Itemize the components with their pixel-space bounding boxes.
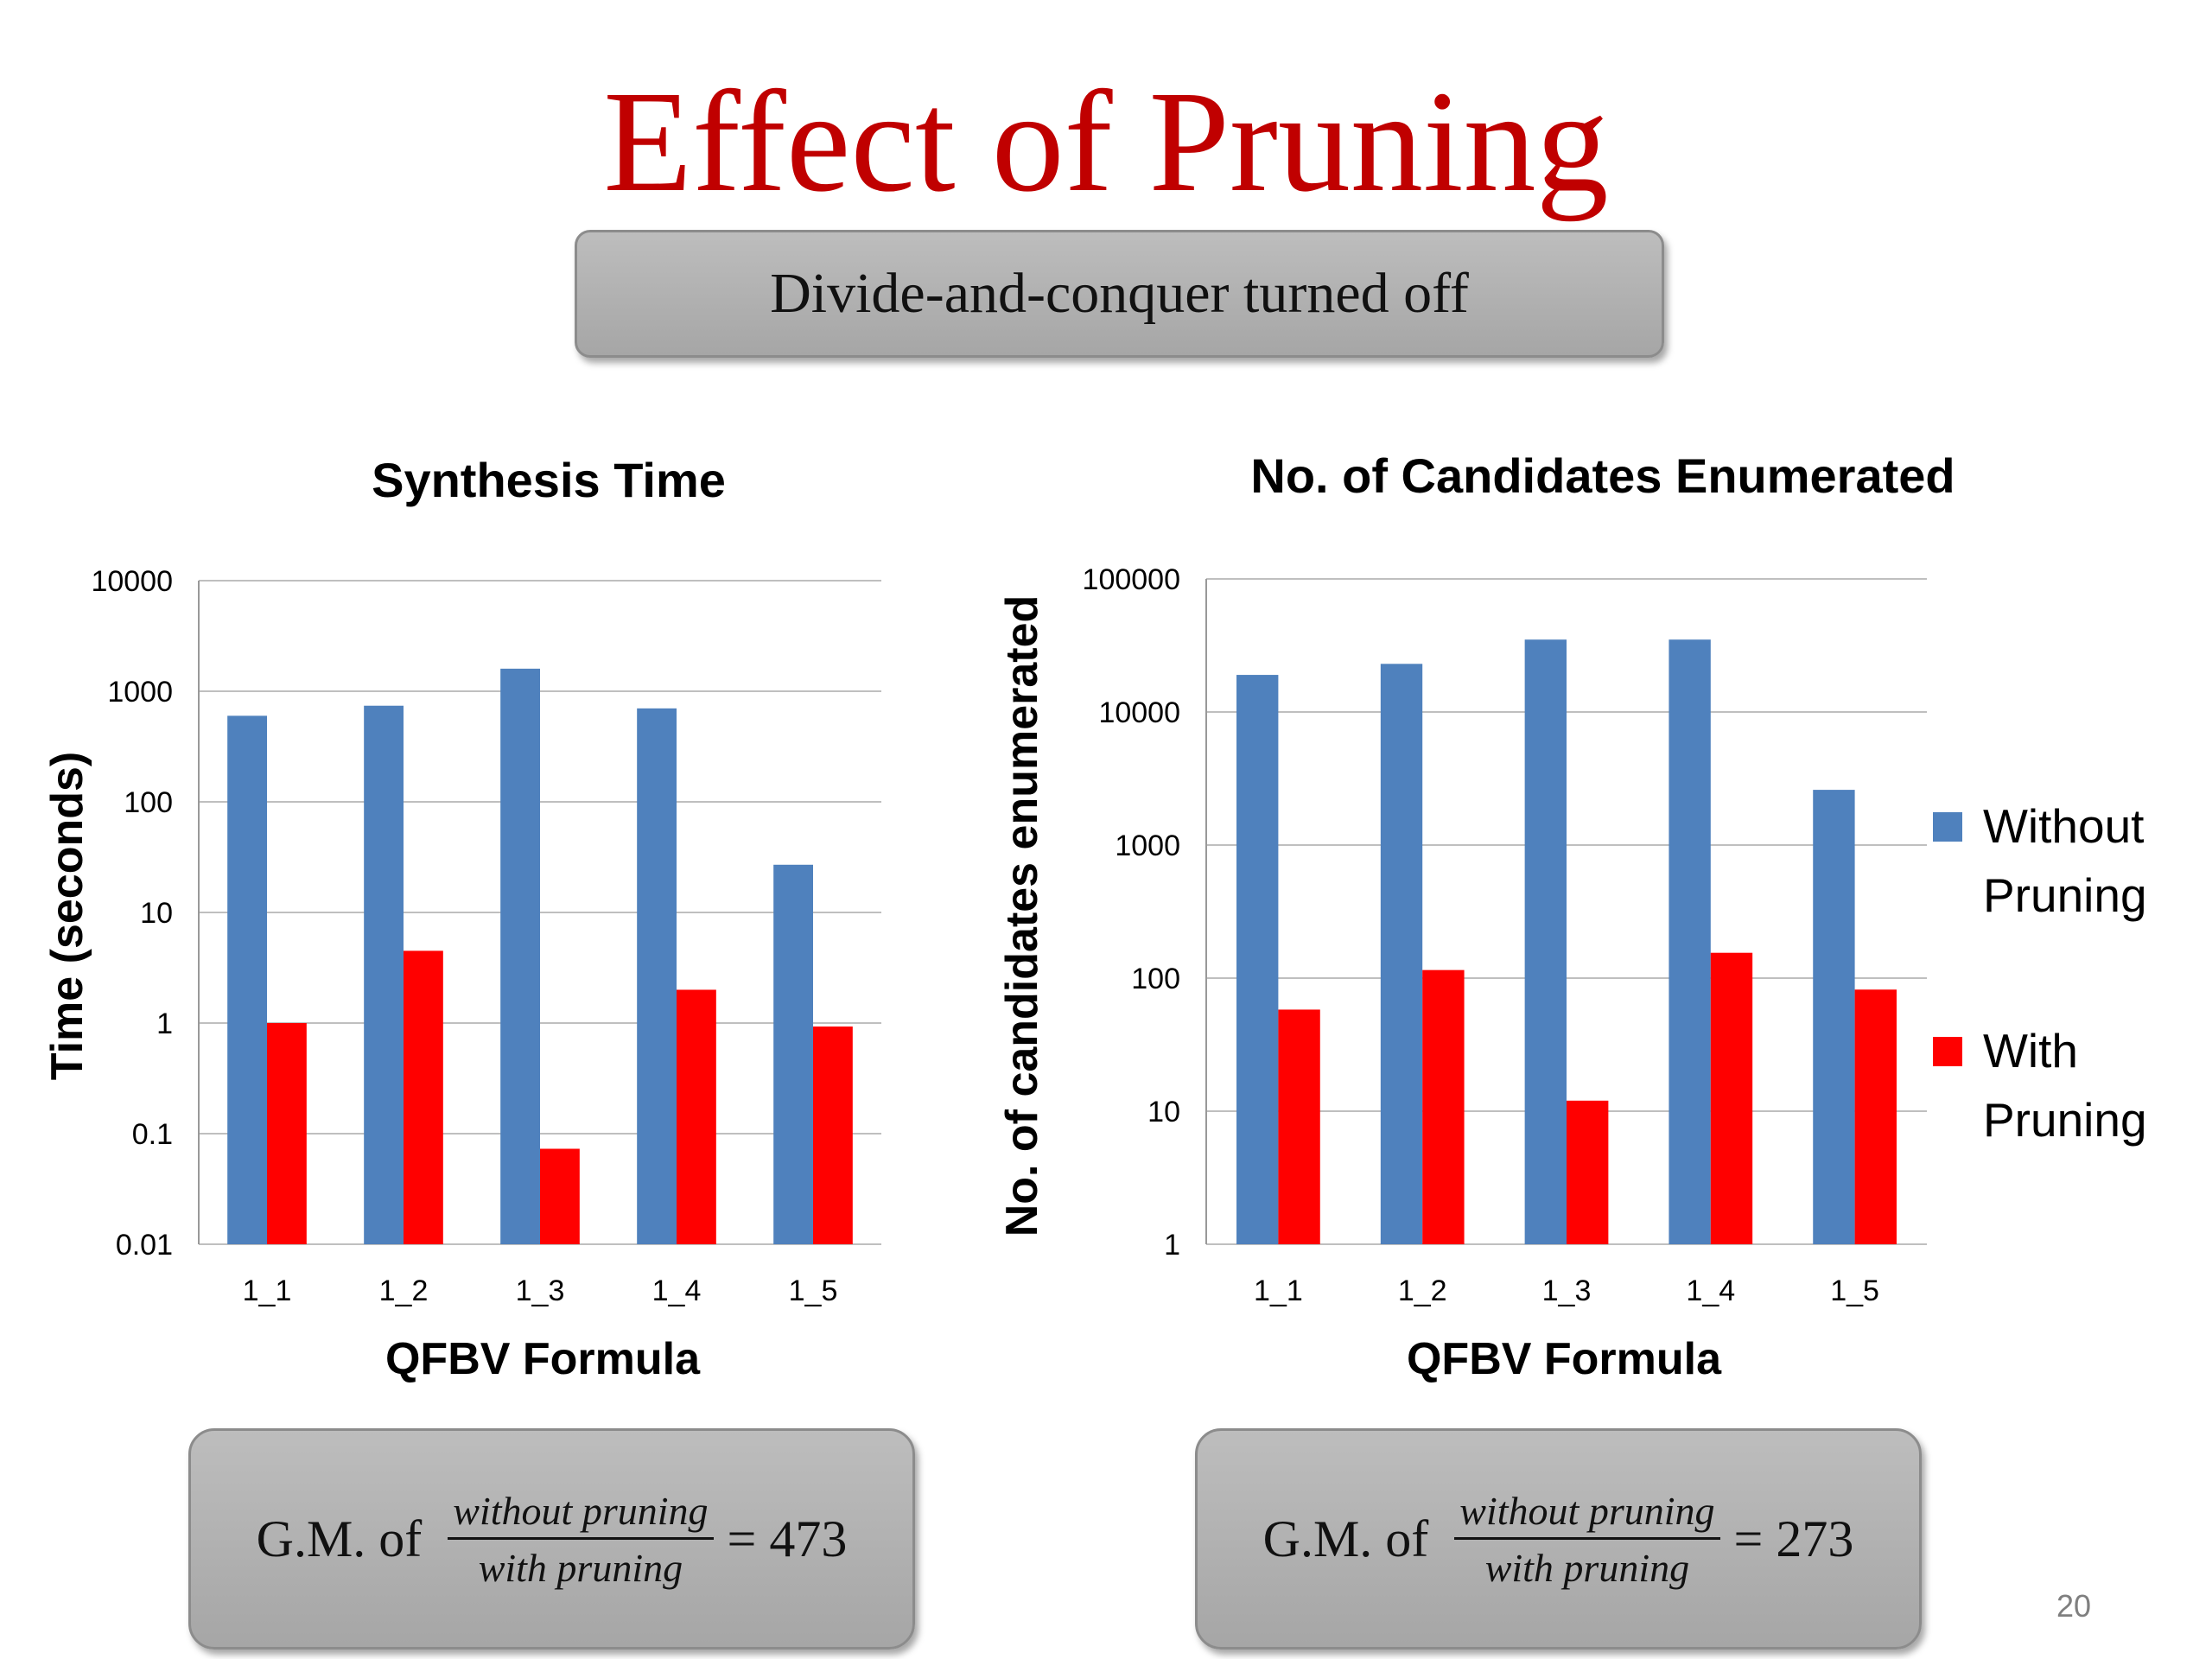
legend-swatch-without [1933,812,1962,842]
y-tick-label: 1 [1164,1229,1180,1262]
x-tick-label: 1_5 [1830,1274,1879,1307]
x-tick-label: 1_1 [243,1274,292,1307]
x-tick-label: 1_4 [652,1274,702,1307]
bar-with-pruning-1_5 [813,1027,853,1244]
bar-with-pruning-1_4 [677,989,716,1244]
y-tick-label: 0.1 [132,1118,173,1151]
y-tick-labels: 0.01 0.1 1 10 100 1000 10000 [91,565,173,1262]
bar-without-pruning-1_4 [1669,639,1711,1244]
y-tick-labels: 1 10 100 1000 10000 100000 [1083,563,1180,1262]
x-axis-title: QFBV Formula [385,1334,701,1384]
page-number: 20 [2056,1588,2092,1624]
subtitle-text: Divide-and-conquer turned off [770,262,1469,325]
bar-with-pruning-1_3 [1567,1100,1609,1244]
bar-with-pruning-1_2 [404,950,443,1244]
gm-fraction: without pruning with pruning [1454,1488,1720,1591]
x-tick-label: 1_3 [1542,1274,1592,1307]
legend-swatch-with [1933,1037,1962,1066]
legend: Without Pruning With Pruning [1933,799,2147,1147]
y-tick-label: 100 [124,786,173,819]
gm-result: = 473 [727,1510,848,1567]
y-tick-label: 100000 [1083,563,1180,596]
y-tick-label: 10 [140,897,173,930]
bar-without-pruning-1_2 [364,705,404,1244]
legend-label-without-line2: Pruning [1983,868,2147,922]
bar-with-pruning-1_2 [1422,969,1465,1244]
gm-prefix: G.M. of [1262,1510,1429,1567]
bar-with-pruning-1_5 [1854,989,1897,1244]
y-tick-label: 1000 [1115,830,1180,862]
legend-label-with-line1: With [1983,1024,2078,1077]
x-tick-label: 1_2 [379,1274,429,1307]
bar-without-pruning-1_4 [637,708,677,1244]
y-axis-title: Time (seconds) [42,752,92,1080]
y-axis-title: No. of candidates enumerated [997,595,1047,1237]
x-tick-labels: 1_1 1_2 1_3 1_4 1_5 [243,1274,838,1307]
gm-denominator: with pruning [1484,1545,1690,1590]
y-tick-label: 10000 [1098,696,1180,729]
y-tick-label: 10000 [91,565,173,598]
bars [1236,639,1897,1244]
subtitle-box: Divide-and-conquer turned off [575,230,1664,358]
x-tick-label: 1_3 [516,1274,565,1307]
chart-title: Synthesis Time [372,453,726,507]
bar-without-pruning-1_1 [227,715,267,1244]
candidates-chart: No. of Candidates Enumerated No. of cand… [997,448,2147,1384]
y-tick-label: 100 [1131,963,1180,995]
bar-with-pruning-1_1 [267,1023,307,1244]
x-tick-label: 1_1 [1254,1274,1303,1307]
slide-title: Effect of Pruning [603,61,1609,222]
chart-title: No. of Candidates Enumerated [1250,448,1955,503]
gm-box-candidates: G.M. of without pruning with pruning = 2… [1195,1428,1922,1649]
x-tick-label: 1_2 [1398,1274,1447,1307]
synthesis-time-chart: Synthesis Time Time (seconds) QFBV Formu… [42,453,881,1384]
x-axis-title: QFBV Formula [1407,1334,1722,1384]
y-tick-label: 1 [156,1007,173,1040]
x-tick-label: 1_5 [789,1274,838,1307]
y-tick-label: 1000 [107,676,173,709]
gm-denominator: with pruning [478,1545,683,1590]
gm-numerator: without pruning [448,1488,714,1540]
gm-numerator: without pruning [1454,1488,1720,1540]
y-tick-label: 0.01 [116,1229,173,1262]
bar-with-pruning-1_4 [1710,952,1753,1244]
legend-label-with-line2: Pruning [1983,1093,2147,1147]
bar-with-pruning-1_1 [1278,1009,1320,1244]
bar-with-pruning-1_3 [540,1148,580,1244]
x-tick-labels: 1_1 1_2 1_3 1_4 1_5 [1254,1274,1879,1307]
gm-box-time: G.M. of without pruning with pruning = 4… [188,1428,915,1649]
legend-label-without-line1: Without [1983,799,2144,853]
bar-without-pruning-1_2 [1380,664,1423,1244]
gm-fraction: without pruning with pruning [448,1488,714,1591]
bar-without-pruning-1_5 [773,864,813,1244]
bar-without-pruning-1_5 [1813,790,1855,1244]
gm-result: = 273 [1733,1510,1854,1567]
y-tick-label: 10 [1147,1096,1180,1128]
bars [227,668,853,1244]
gm-prefix: G.M. of [256,1510,423,1567]
bar-without-pruning-1_3 [1524,639,1567,1244]
x-tick-label: 1_4 [1686,1274,1735,1307]
bar-without-pruning-1_3 [500,668,540,1244]
bar-without-pruning-1_1 [1236,675,1279,1244]
